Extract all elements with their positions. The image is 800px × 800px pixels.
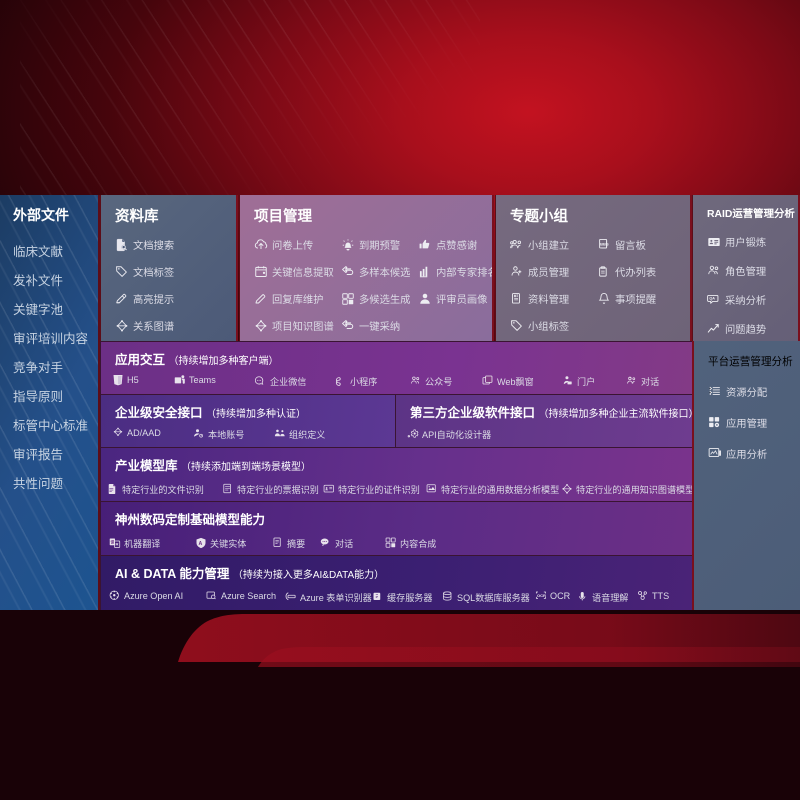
svg-text:QA: QA <box>709 296 715 300</box>
svg-text:OCR: OCR <box>537 593 546 598</box>
svg-text:R: R <box>116 542 119 547</box>
svg-text:译: 译 <box>111 539 115 544</box>
svg-text:BBS: BBS <box>600 241 609 246</box>
svg-text:A: A <box>198 541 202 547</box>
